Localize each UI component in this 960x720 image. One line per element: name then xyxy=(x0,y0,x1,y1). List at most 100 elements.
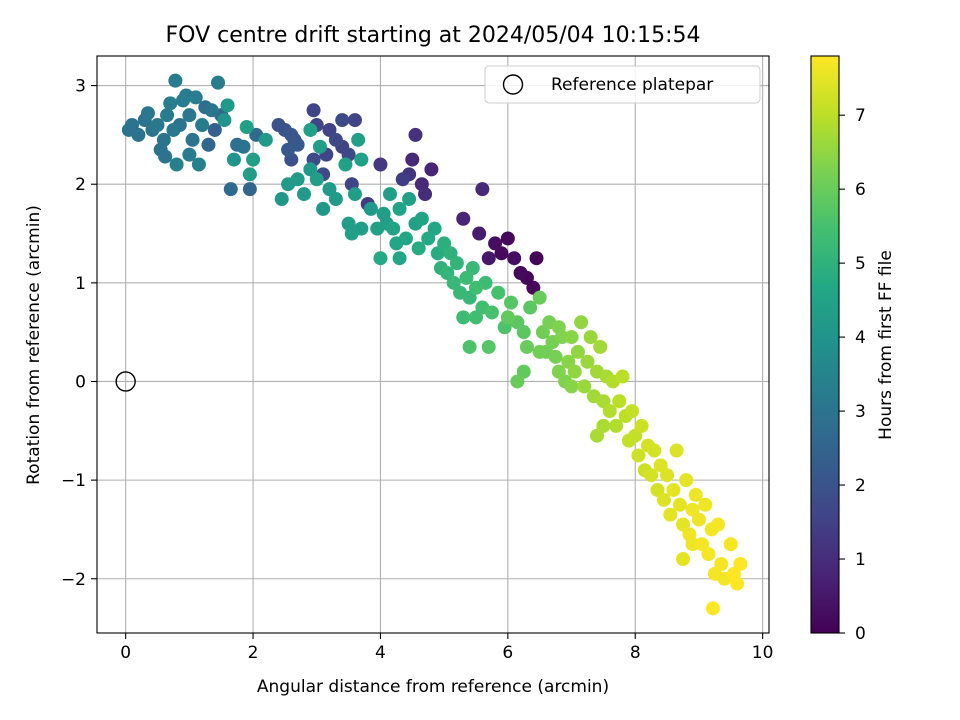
data-point xyxy=(303,122,318,137)
data-point xyxy=(338,157,353,172)
reference-point-marker xyxy=(115,371,136,392)
data-point xyxy=(660,468,675,483)
colorbar-tick-label: 2 xyxy=(855,476,866,496)
data-point xyxy=(242,182,257,197)
data-point xyxy=(328,192,343,207)
legend: Reference platepar xyxy=(484,65,761,104)
data-point xyxy=(615,369,630,384)
data-point xyxy=(383,187,398,202)
data-point xyxy=(714,556,729,571)
legend-marker-reference xyxy=(502,74,524,95)
data-point xyxy=(140,106,155,121)
data-point xyxy=(398,231,413,246)
data-point xyxy=(191,157,206,172)
data-point xyxy=(723,537,738,552)
data-point xyxy=(204,103,219,118)
data-point xyxy=(500,310,515,325)
colorbar-tick-label: 5 xyxy=(855,254,866,274)
data-point xyxy=(168,73,183,88)
data-point xyxy=(532,290,547,305)
data-point xyxy=(160,108,175,123)
data-point xyxy=(468,280,483,295)
data-point xyxy=(644,468,659,483)
y-tick-label: 0 xyxy=(75,372,86,392)
data-point xyxy=(580,354,595,369)
axes: 0 2 4 6 8 10 −2 −1 0 1 2 3 xyxy=(61,55,773,663)
data-point xyxy=(602,404,617,419)
data-point xyxy=(335,113,350,128)
data-point xyxy=(156,132,171,147)
data-point xyxy=(328,132,343,147)
data-point xyxy=(612,394,627,409)
chart-title: FOV centre drift starting at 2024/05/04 … xyxy=(166,23,701,48)
data-point xyxy=(593,339,608,354)
data-point xyxy=(290,172,305,187)
data-point xyxy=(411,241,426,256)
x-tick-label: 4 xyxy=(375,643,386,663)
data-point xyxy=(166,122,181,137)
data-point xyxy=(163,96,178,111)
data-point xyxy=(395,172,410,187)
data-point xyxy=(481,339,496,354)
data-point xyxy=(217,113,232,128)
colorbar-tick-label: 1 xyxy=(855,550,866,570)
data-point xyxy=(676,552,691,567)
data-point xyxy=(392,251,407,266)
x-tick-label: 2 xyxy=(248,643,259,663)
data-point xyxy=(131,127,146,142)
data-point xyxy=(551,364,566,379)
data-point xyxy=(691,512,706,527)
y-axis-label: Rotation from reference (arcmin) xyxy=(24,205,44,485)
data-point xyxy=(344,226,359,241)
data-point xyxy=(484,305,499,320)
data-point xyxy=(211,75,226,90)
data-point xyxy=(459,270,474,285)
x-tick-label: 0 xyxy=(120,643,131,663)
data-point xyxy=(529,251,544,266)
data-point xyxy=(472,226,487,241)
x-axis-label: Angular distance from reference (arcmin) xyxy=(257,677,609,697)
data-point xyxy=(258,132,273,147)
data-point xyxy=(634,418,649,433)
data-point xyxy=(701,547,716,562)
grid xyxy=(97,56,769,633)
data-point xyxy=(733,556,748,571)
data-point xyxy=(656,492,671,507)
data-point xyxy=(418,187,433,202)
colorbar: 0 1 2 3 4 5 6 7 xyxy=(810,55,866,644)
colorbar-gradient xyxy=(810,55,840,634)
data-point xyxy=(402,192,417,207)
data-point xyxy=(583,330,598,345)
data-point xyxy=(347,187,362,202)
data-point xyxy=(414,211,429,226)
data-point xyxy=(246,152,261,167)
data-point xyxy=(175,93,190,108)
data-point xyxy=(424,162,439,177)
data-point xyxy=(631,448,646,463)
colorbar-tick-label: 7 xyxy=(855,106,866,126)
data-point xyxy=(596,418,611,433)
data-point xyxy=(625,404,640,419)
data-point xyxy=(468,310,483,325)
data-point xyxy=(373,251,388,266)
data-point xyxy=(226,152,241,167)
y-tick-label: −2 xyxy=(61,570,86,590)
data-point xyxy=(306,103,321,118)
data-point xyxy=(351,132,366,147)
data-point xyxy=(672,497,687,512)
data-point xyxy=(297,187,312,202)
data-point xyxy=(532,344,547,359)
data-point xyxy=(507,251,522,266)
data-points xyxy=(121,73,748,616)
data-point xyxy=(405,152,420,167)
y-tick-label: −1 xyxy=(61,471,86,491)
data-point xyxy=(312,139,327,154)
data-point xyxy=(504,295,519,310)
plot-frame xyxy=(96,55,770,634)
data-point xyxy=(609,418,624,433)
data-point xyxy=(158,149,173,164)
data-point xyxy=(705,601,720,616)
data-point xyxy=(647,443,662,458)
data-point xyxy=(564,379,579,394)
